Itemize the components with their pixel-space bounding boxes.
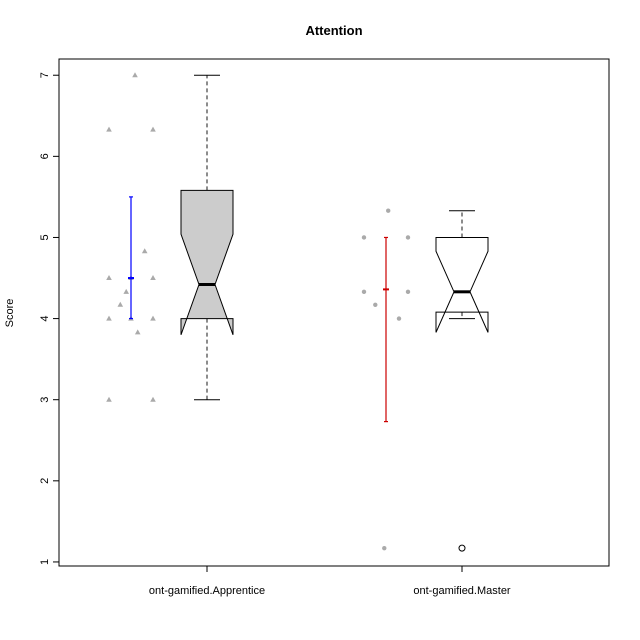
notched-box <box>435 236 489 333</box>
data-point <box>405 289 411 295</box>
y-tick-label: 1 <box>39 559 51 565</box>
data-point <box>405 235 411 240</box>
y-tick-label: 4 <box>39 316 51 322</box>
data-point <box>396 316 402 321</box>
y-tick-label: 3 <box>39 397 51 403</box>
data-point <box>150 315 156 321</box>
data-point <box>386 208 391 213</box>
y-tick-label: 2 <box>39 478 51 484</box>
data-point <box>361 235 367 240</box>
x-tick-label: ont-gamified.Master <box>413 585 511 597</box>
y-axis-label: Score <box>4 299 16 328</box>
data-point <box>132 72 138 78</box>
data-point <box>150 126 156 132</box>
data-point <box>106 275 112 281</box>
data-point <box>134 329 141 335</box>
data-point <box>123 288 130 294</box>
y-tick-label: 6 <box>39 153 51 159</box>
data-point <box>141 248 148 254</box>
x-tick-label: ont-gamified.Apprentice <box>149 585 265 597</box>
data-point <box>373 302 378 307</box>
chart-title: Attention <box>305 23 362 38</box>
data-point <box>117 301 124 307</box>
y-tick-label: 7 <box>39 72 51 78</box>
data-point <box>106 315 112 321</box>
data-point <box>382 545 387 551</box>
data-point <box>361 289 367 295</box>
notched-box <box>180 189 234 335</box>
y-tick-label: 5 <box>39 234 51 240</box>
data-point <box>106 126 112 132</box>
data-point <box>106 396 112 402</box>
plot-frame <box>58 58 610 567</box>
outlier-point <box>458 544 466 552</box>
data-point <box>150 396 156 402</box>
plot-marks: 1 2 3 4 5 6 7 ont-gamified.Apprentice ont-gamifi… <box>39 72 511 597</box>
data-point <box>150 275 156 281</box>
